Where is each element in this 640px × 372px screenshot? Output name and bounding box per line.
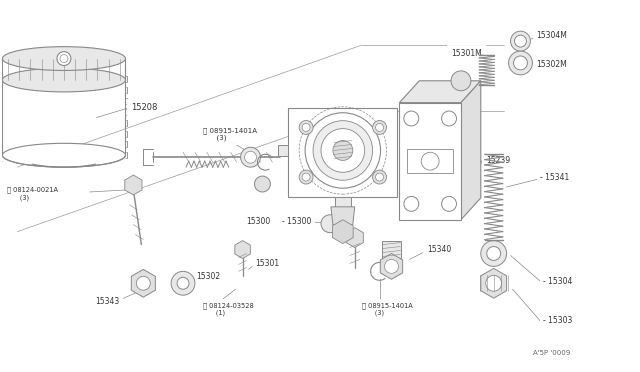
Polygon shape xyxy=(288,108,397,197)
Text: 15208: 15208 xyxy=(131,103,158,112)
Text: 15340: 15340 xyxy=(427,245,451,254)
Circle shape xyxy=(313,121,372,180)
Text: - 15341: - 15341 xyxy=(540,173,570,182)
Circle shape xyxy=(487,247,500,260)
Text: 15304M: 15304M xyxy=(536,31,567,40)
Circle shape xyxy=(513,56,527,70)
Circle shape xyxy=(171,271,195,295)
Text: 15301M: 15301M xyxy=(451,48,482,58)
Circle shape xyxy=(255,176,270,192)
Text: 15300: 15300 xyxy=(246,217,270,226)
Circle shape xyxy=(385,259,399,273)
Text: 15238: 15238 xyxy=(320,125,344,134)
Ellipse shape xyxy=(3,46,125,70)
Circle shape xyxy=(486,275,502,291)
Circle shape xyxy=(372,121,387,134)
Ellipse shape xyxy=(3,143,125,167)
Circle shape xyxy=(299,170,313,184)
Polygon shape xyxy=(335,197,351,209)
Polygon shape xyxy=(235,241,250,259)
Text: 15302M: 15302M xyxy=(536,60,567,70)
Circle shape xyxy=(321,129,365,172)
Circle shape xyxy=(511,31,531,51)
Text: Ⓑ 08124-0021A
      (3): Ⓑ 08124-0021A (3) xyxy=(7,187,58,201)
Text: Ⓦ 08915-1401A
      (3): Ⓦ 08915-1401A (3) xyxy=(362,302,412,316)
Circle shape xyxy=(515,35,527,47)
Polygon shape xyxy=(131,269,156,297)
Text: 15300: 15300 xyxy=(434,84,458,93)
Polygon shape xyxy=(278,144,288,156)
Polygon shape xyxy=(331,207,355,225)
Polygon shape xyxy=(407,150,453,173)
Text: 15239: 15239 xyxy=(486,156,510,165)
Ellipse shape xyxy=(3,68,125,92)
Circle shape xyxy=(404,196,419,211)
Circle shape xyxy=(376,173,383,181)
Text: Ⓑ 08124-03528
      (1): Ⓑ 08124-03528 (1) xyxy=(203,302,253,316)
Circle shape xyxy=(404,111,419,126)
Circle shape xyxy=(481,241,507,266)
Circle shape xyxy=(244,151,257,163)
Circle shape xyxy=(299,121,313,134)
Polygon shape xyxy=(399,103,461,220)
Circle shape xyxy=(241,147,260,167)
Polygon shape xyxy=(333,220,353,244)
Text: - 15304: - 15304 xyxy=(543,277,573,286)
Polygon shape xyxy=(461,81,481,220)
Circle shape xyxy=(321,215,339,232)
Polygon shape xyxy=(346,228,364,247)
Text: - 15300: - 15300 xyxy=(282,217,312,226)
Circle shape xyxy=(421,152,439,170)
Polygon shape xyxy=(399,81,481,103)
Circle shape xyxy=(442,111,456,126)
Text: 15301: 15301 xyxy=(255,259,280,268)
Circle shape xyxy=(302,173,310,181)
Circle shape xyxy=(302,124,310,131)
Polygon shape xyxy=(125,175,142,195)
Circle shape xyxy=(509,51,532,75)
Text: Ⓦ 08915-1401A
      (3): Ⓦ 08915-1401A (3) xyxy=(203,127,257,141)
Polygon shape xyxy=(481,268,507,298)
Circle shape xyxy=(57,52,71,65)
Circle shape xyxy=(60,55,68,62)
Circle shape xyxy=(136,276,150,290)
Text: 15302: 15302 xyxy=(196,272,220,281)
Circle shape xyxy=(305,113,381,188)
Text: 15343: 15343 xyxy=(95,296,120,306)
Text: - 15303: - 15303 xyxy=(543,317,573,326)
Polygon shape xyxy=(381,241,401,259)
Circle shape xyxy=(442,196,456,211)
Circle shape xyxy=(376,124,383,131)
Circle shape xyxy=(372,170,387,184)
Circle shape xyxy=(451,71,471,91)
Circle shape xyxy=(177,277,189,289)
Polygon shape xyxy=(380,253,403,279)
Text: A'5P '0009: A'5P '0009 xyxy=(533,350,571,356)
Circle shape xyxy=(333,141,353,160)
